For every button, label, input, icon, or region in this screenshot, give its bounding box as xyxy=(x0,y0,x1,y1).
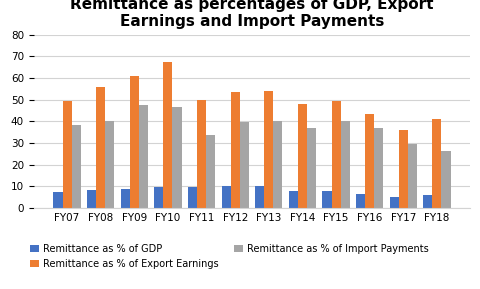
Bar xyxy=(432,119,442,208)
Bar xyxy=(298,104,307,208)
Bar xyxy=(188,188,197,208)
Bar xyxy=(264,91,273,208)
Bar xyxy=(332,101,341,208)
Bar xyxy=(307,128,316,208)
Bar xyxy=(341,121,349,208)
Bar xyxy=(408,144,417,208)
Bar xyxy=(273,121,282,208)
Bar xyxy=(172,107,181,208)
Bar xyxy=(87,190,96,208)
Bar xyxy=(365,114,374,208)
Bar xyxy=(423,195,432,208)
Bar xyxy=(222,186,231,208)
Bar xyxy=(72,125,81,208)
Bar xyxy=(240,123,249,208)
Bar xyxy=(130,76,139,208)
Title: Remittance as percentages of GDP, Export
Earnings and Import Payments: Remittance as percentages of GDP, Export… xyxy=(70,0,434,29)
Bar xyxy=(163,62,172,208)
Bar xyxy=(155,188,163,208)
Bar xyxy=(231,92,240,208)
Bar xyxy=(323,191,332,208)
Bar xyxy=(139,105,148,208)
Bar xyxy=(120,188,130,208)
Legend: Remittance as % of GDP, Remittance as % of Export Earnings, Remittance as % of I: Remittance as % of GDP, Remittance as % … xyxy=(30,244,429,269)
Bar xyxy=(442,151,451,208)
Bar xyxy=(105,121,114,208)
Bar xyxy=(356,194,365,208)
Bar xyxy=(206,136,215,208)
Bar xyxy=(96,87,105,208)
Bar xyxy=(62,101,72,208)
Bar xyxy=(390,197,399,208)
Bar xyxy=(374,128,384,208)
Bar xyxy=(197,100,206,208)
Bar xyxy=(53,192,62,208)
Bar xyxy=(289,191,298,208)
Bar xyxy=(399,130,408,208)
Bar xyxy=(255,186,264,208)
